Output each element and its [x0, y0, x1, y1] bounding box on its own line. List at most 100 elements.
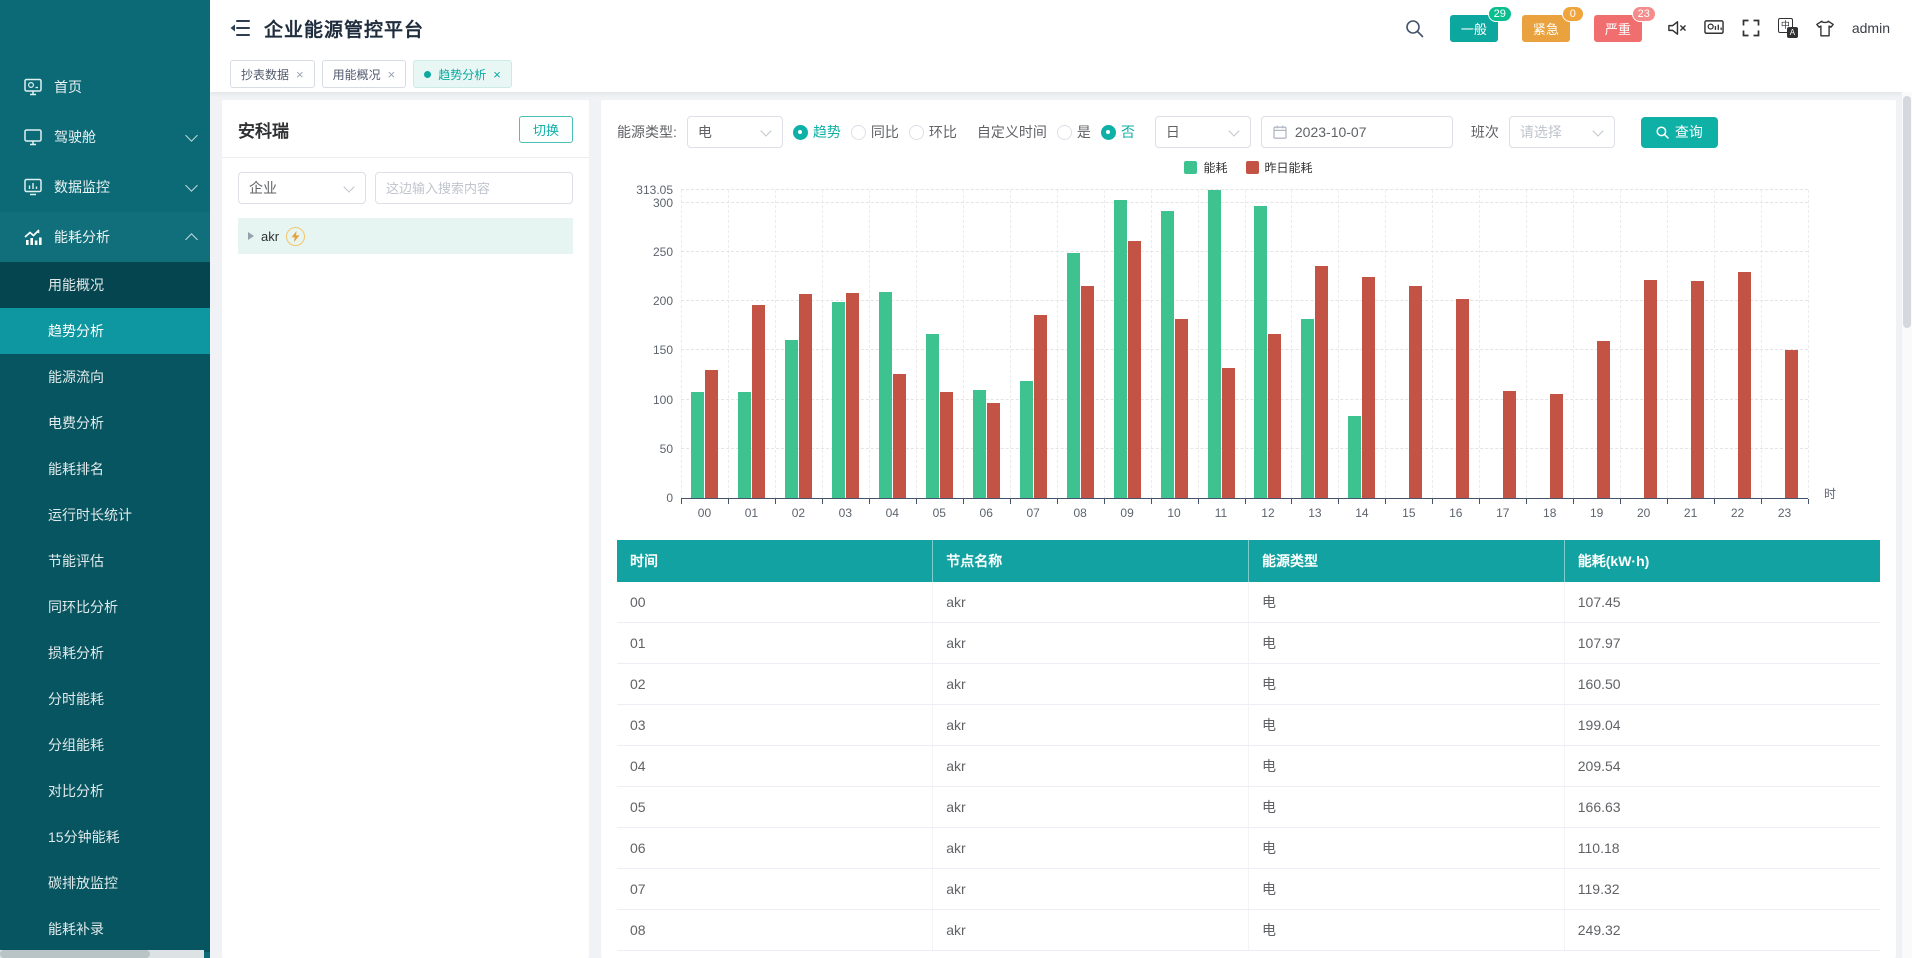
vertical-scrollbar[interactable] [1901, 92, 1912, 958]
alarm-badge[interactable]: 一般 29 [1449, 5, 1512, 42]
sidebar-horizontal-scrollbar[interactable] [0, 950, 204, 958]
chevron-down-icon [760, 124, 772, 137]
sidebar: 首页 驾驶舱 数据监控 能耗分析 用能概况 趋势分析能源流向电费分析能耗排名运行时长统计节… [0, 0, 210, 958]
x-axis-tick [962, 499, 964, 504]
tab-抄表数据[interactable]: 抄表数据 × [230, 60, 315, 88]
gridline-horizontal [681, 201, 1808, 203]
gridline-vertical [1338, 190, 1340, 498]
radio-否[interactable] [1100, 124, 1116, 140]
radio-label[interactable]: 是 [1076, 124, 1091, 140]
sidebar-subitem[interactable]: 能耗补录 [48, 921, 104, 937]
radio-label[interactable]: 否 [1120, 124, 1135, 140]
close-icon[interactable]: × [493, 66, 501, 82]
sidebar-item[interactable]: 驾驶舱 [0, 112, 210, 162]
sidebar-subitem[interactable]: 分组能耗 [48, 737, 104, 753]
x-axis-tick-label: 06 [979, 506, 993, 520]
alarm-badge-label: 紧急 [1532, 21, 1559, 37]
close-icon[interactable]: × [296, 66, 304, 82]
date-picker[interactable]: 2023-10-07 [1260, 116, 1453, 148]
bar-yesterday-02 [798, 294, 812, 498]
close-icon[interactable]: × [387, 66, 396, 82]
x-axis-tick-label: 03 [838, 506, 853, 520]
switch-button[interactable]: 切换 [518, 116, 573, 143]
radio-同比[interactable] [850, 124, 866, 140]
tshirt-icon[interactable] [1815, 18, 1835, 38]
radio-label[interactable]: 环比 [928, 124, 957, 140]
query-button[interactable]: 查询 [1640, 116, 1718, 148]
gridline-horizontal [681, 300, 1808, 302]
page-title: 企业能源管控平台 [264, 19, 425, 41]
y-axis-tick-label: 0 [666, 491, 673, 505]
sidebar-subitem[interactable]: 趋势分析 [0, 308, 210, 354]
y-axis-tick-label: 313.05 [636, 183, 673, 197]
search-icon[interactable] [1405, 18, 1425, 38]
alarm-badge[interactable]: 紧急 0 [1521, 5, 1584, 42]
sidebar-subitem[interactable]: 节能评估 [48, 553, 104, 569]
x-axis-tick-label: 09 [1120, 506, 1134, 520]
table-cell: 107.97 [1564, 622, 1880, 664]
y-axis-tick-label: 250 [652, 245, 673, 260]
fullscreen-icon[interactable] [1741, 18, 1761, 38]
alarm-badges: 一般 29 紧急 0 严重 23 [1449, 5, 1656, 42]
table-cell: 119.32 [1564, 868, 1880, 910]
radio-label[interactable]: 趋势 [812, 124, 841, 140]
sidebar-item[interactable]: 能耗分析 [0, 212, 210, 262]
x-axis-tick [1291, 499, 1293, 504]
sidebar-subitem[interactable]: 损耗分析 [48, 645, 104, 661]
sidebar-subitem[interactable]: 分时能耗 [48, 691, 104, 707]
scrollbar-thumb[interactable] [1903, 96, 1911, 328]
radio-趋势[interactable] [792, 124, 808, 140]
sidebar-subitem[interactable]: 对比分析 [48, 783, 104, 799]
shift-select[interactable]: 请选择 [1508, 116, 1615, 148]
radio-环比[interactable] [908, 124, 924, 140]
sidebar-subitem[interactable]: 运行时长统计 [48, 507, 132, 523]
home-icon [24, 78, 42, 96]
mute-speaker-icon[interactable] [1667, 18, 1687, 38]
tree-search-input[interactable] [375, 172, 573, 204]
x-axis-tick-label: 19 [1590, 506, 1604, 520]
x-axis-tick [1432, 499, 1434, 504]
legend-item-能耗[interactable]: 能耗 [1184, 159, 1228, 176]
y-axis-tick-label: 100 [652, 392, 673, 407]
sidebar-subitem[interactable]: 用能概况 [0, 262, 210, 308]
y-axis-tick-label: 200 [652, 294, 673, 309]
y-axis-tick-label: 150 [652, 343, 673, 358]
sidebar-subitem[interactable]: 电费分析 [48, 415, 104, 431]
energy-type-select[interactable]: 电 [686, 116, 783, 148]
username[interactable]: admin [1851, 20, 1890, 36]
x-axis-tick-label: 15 [1402, 506, 1416, 520]
tab-趋势分析[interactable]: 趋势分析 × [413, 60, 512, 88]
sidebar-subitem[interactable]: 碳排放监控 [48, 875, 118, 891]
node-type-select[interactable]: 企业 [238, 172, 366, 204]
x-axis-tick [1714, 499, 1716, 504]
sidebar-subitem[interactable]: 15分钟能耗 [48, 829, 120, 845]
period-select[interactable]: 日 [1154, 116, 1251, 148]
table-column-header: 能耗(kW·h) [1564, 540, 1880, 582]
screen-monitor-icon[interactable] [1704, 18, 1724, 38]
chart-legend: 能耗 昨日能耗 [617, 156, 1880, 178]
radio-是[interactable] [1056, 124, 1072, 140]
radio-label[interactable]: 同比 [870, 124, 899, 140]
chevron-down-icon [185, 129, 198, 142]
x-axis-tick [1244, 499, 1246, 504]
energy-data-table: 时间 节点名称 能源类型 能耗(kW·h) 00 akr 电 107.45 01 akr 电 107… [617, 540, 1880, 951]
sidebar-subitem[interactable]: 能耗排名 [48, 461, 104, 477]
sidebar-subitem[interactable]: 能源流向 [48, 369, 104, 385]
bar-yesterday-09 [1127, 241, 1141, 498]
menu-collapse-icon[interactable] [230, 18, 250, 38]
caret-icon[interactable] [248, 232, 254, 240]
x-axis-tick-label: 14 [1355, 506, 1369, 520]
table-cell: 05 [617, 786, 934, 828]
legend-item-昨日能耗[interactable]: 昨日能耗 [1245, 159, 1313, 176]
sidebar-item[interactable]: 首页 [0, 62, 210, 112]
bar-energy-12 [1254, 205, 1268, 498]
alarm-badge[interactable]: 严重 23 [1593, 5, 1656, 42]
sidebar-submenu: 用能概况 趋势分析能源流向电费分析能耗排名运行时长统计 节能评估同环比分析损耗分析分… [0, 262, 210, 952]
table-cell: akr [932, 704, 1249, 746]
sidebar-item[interactable]: 数据监控 [0, 162, 210, 212]
sidebar-subitem[interactable]: 同环比分析 [48, 599, 118, 615]
tab-用能概况[interactable]: 用能概况 × [321, 60, 407, 88]
table-cell: 电 [1248, 868, 1565, 910]
tree-node-akr[interactable]: akr [238, 218, 573, 254]
